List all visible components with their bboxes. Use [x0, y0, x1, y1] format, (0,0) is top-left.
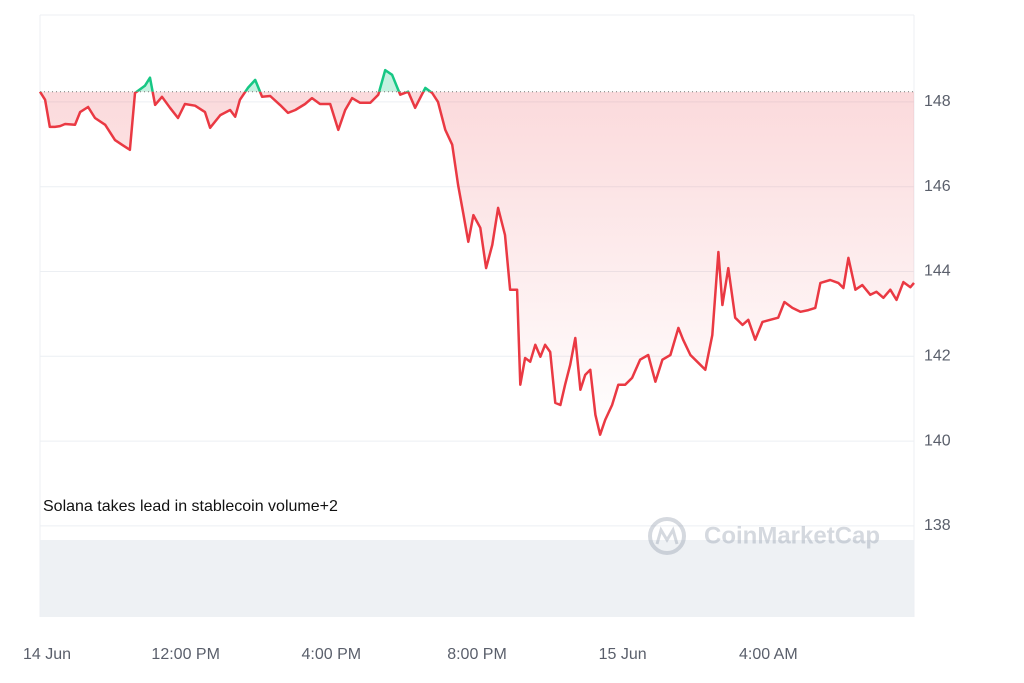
x-tick-label: 8:00 PM [447, 646, 507, 663]
watermark-text: CoinMarketCap [704, 522, 880, 549]
watermark: CoinMarketCap [648, 517, 880, 555]
area-down [40, 91, 914, 435]
y-tick-label: 142 [924, 347, 951, 364]
y-tick-label: 144 [924, 263, 951, 280]
y-tick-label: 140 [924, 432, 951, 449]
y-tick-label: 148 [924, 93, 951, 110]
x-tick-label: 4:00 PM [302, 646, 362, 663]
volume-area [40, 540, 914, 617]
y-tick-label: 138 [924, 517, 951, 534]
x-tick-label: 4:00 AM [739, 646, 798, 663]
price-line-down [38, 91, 915, 436]
x-tick-label: 14 Jun [23, 646, 71, 663]
y-tick-label: 146 [924, 178, 951, 195]
x-tick-label: 15 Jun [599, 646, 647, 663]
x-tick-label: 12:00 PM [151, 646, 219, 663]
annotation: Solana takes lead in stablecoin volume+2 [43, 498, 338, 515]
